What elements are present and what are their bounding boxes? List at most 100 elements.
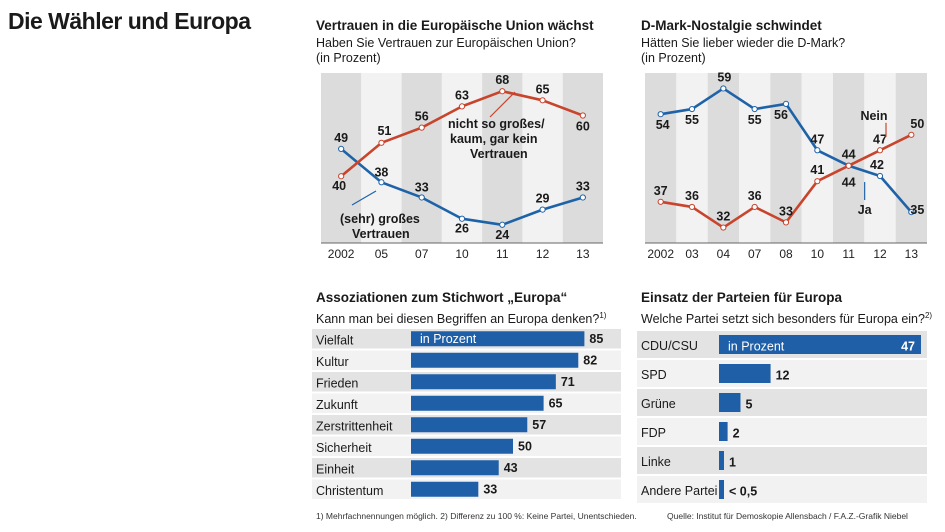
chart1-series-label-blue: Vertrauen <box>352 227 410 241</box>
chart4-value-label: 5 <box>745 398 752 412</box>
chart1-point <box>458 103 466 110</box>
chart4-row-band <box>637 447 927 474</box>
chart2-x-tick: 13 <box>905 247 919 261</box>
chart2-x-tick: 07 <box>748 247 762 261</box>
chart1-unit: (in Prozent) <box>316 51 381 65</box>
chart2-data-label: 54 <box>656 118 670 132</box>
chart3-bar <box>411 374 556 390</box>
chart2-band <box>864 73 896 243</box>
chart3-value-label: 85 <box>589 332 603 346</box>
chart1-point <box>579 194 586 201</box>
chart2-band <box>801 73 833 243</box>
chart3-value-label: 71 <box>561 375 575 389</box>
chart4-title: Einsatz der Parteien für Europa <box>641 290 843 305</box>
chart2-band <box>645 73 677 243</box>
chart2-band <box>739 73 771 243</box>
chart2-point <box>908 131 915 138</box>
chart1-band <box>482 73 523 243</box>
chart1-data-label: 29 <box>536 192 550 206</box>
chart1-x-tick: 2002 <box>328 247 355 261</box>
chart4-row-band <box>637 418 927 445</box>
footnote: 1) Mehrfachnennungen möglich. 2) Differe… <box>316 511 637 521</box>
chart4-subtitle-text: Welche Partei setzt sich besonders für E… <box>641 312 925 327</box>
chart3-category-label: Sicherheit <box>316 441 372 455</box>
chart2-series-label-blue: Ja <box>858 203 873 217</box>
chart2-point <box>657 198 664 205</box>
chart2-data-label: 41 <box>810 163 824 177</box>
chart4-value-label: 12 <box>776 369 790 383</box>
chart4-category-label: SPD <box>641 368 667 382</box>
chart2-data-label: 55 <box>748 113 762 127</box>
chart1-point <box>378 179 385 186</box>
chart2-point <box>814 178 821 185</box>
chart1-data-label: 51 <box>377 124 391 138</box>
chart1-data-label: 24 <box>495 228 509 242</box>
chart1-point <box>378 139 385 146</box>
chart1-series-label-blue: (sehr) großes <box>340 212 420 226</box>
chart3-subtitle: Kann man bei diesen Begriffen an Europa … <box>316 308 606 327</box>
chart3-bar <box>411 331 585 347</box>
chart2-data-label: 33 <box>779 204 793 218</box>
chart4-footnote-mark: 2) <box>924 311 933 320</box>
chart1-x-tick: 07 <box>415 247 429 261</box>
chart2-point <box>720 85 727 92</box>
chart1-data-label: 49 <box>334 131 348 145</box>
chart1-label-pointer <box>351 190 377 206</box>
chart1-data-label: 56 <box>415 110 429 124</box>
chart1-data-label: 60 <box>576 120 590 134</box>
chart4-value-label: 1 <box>729 456 736 470</box>
chart1-point <box>539 97 546 104</box>
chart1-label-pointer <box>489 91 516 118</box>
chart1-data-label: 26 <box>455 222 469 236</box>
chart2-x-tick: 10 <box>811 247 825 261</box>
chart2-point <box>720 224 727 231</box>
page-title: Die Wähler und Europa <box>8 8 251 34</box>
chart1-point <box>499 221 506 228</box>
chart1-data-label: 63 <box>455 88 469 102</box>
chart2-point <box>876 147 884 154</box>
chart4-bar <box>719 393 741 412</box>
chart4-value-label: < 0,5 <box>729 485 757 499</box>
chart1-data-label: 40 <box>332 179 346 193</box>
chart3-bar <box>411 417 528 433</box>
chart4-row-band <box>637 476 927 503</box>
chart3-bar <box>411 481 479 497</box>
chart3-category-label: Zukunft <box>316 398 358 412</box>
chart4-value-label: 47 <box>901 340 915 354</box>
chart4-category-label: FDP <box>641 426 666 440</box>
chart1-x-tick: 12 <box>536 247 550 261</box>
chart2-band <box>833 73 865 243</box>
chart2-data-label: 42 <box>870 158 884 172</box>
chart3-value-label: 50 <box>518 439 532 453</box>
chart1-point <box>579 112 586 119</box>
chart3-value-label: 57 <box>532 418 546 432</box>
chart4-unit-label: in Prozent <box>728 340 785 354</box>
chart1-data-label: 65 <box>536 82 550 96</box>
chart3-bar <box>411 438 513 454</box>
chart2-title: D-Mark-Nostalgie schwindet <box>641 18 822 33</box>
chart3-unit-label: in Prozent <box>420 332 477 346</box>
chart3-category-label: Frieden <box>316 376 358 390</box>
chart3-value-label: 33 <box>483 482 497 496</box>
chart3-category-label: Vielfalt <box>316 333 354 347</box>
chart1-x-tick: 13 <box>576 247 590 261</box>
chart4-category-label: CDU/CSU <box>641 339 698 353</box>
chart1-point <box>458 215 466 222</box>
chart2-data-label: 50 <box>910 117 924 131</box>
chart2-point <box>908 208 915 216</box>
chart2-x-tick: 08 <box>779 247 793 261</box>
chart1-title: Vertrauen in die Europäische Union wächs… <box>316 18 594 33</box>
chart2-unit: (in Prozent) <box>641 51 706 65</box>
chart1-data-label: 33 <box>415 180 429 194</box>
chart4-category-label: Linke <box>641 455 671 469</box>
chart4-bar <box>719 422 728 441</box>
chart3-category-label: Einheit <box>316 462 355 476</box>
chart3-category-label: Zerstrittenheit <box>316 419 393 433</box>
chart2-data-label: 44 <box>842 148 856 162</box>
chart4-subtitle: Welche Partei setzt sich besonders für E… <box>641 308 932 327</box>
chart1-data-label: 68 <box>495 73 509 87</box>
chart2-data-label: 47 <box>873 132 887 146</box>
chart3-bar <box>411 460 499 476</box>
chart2-x-tick: 03 <box>685 247 699 261</box>
